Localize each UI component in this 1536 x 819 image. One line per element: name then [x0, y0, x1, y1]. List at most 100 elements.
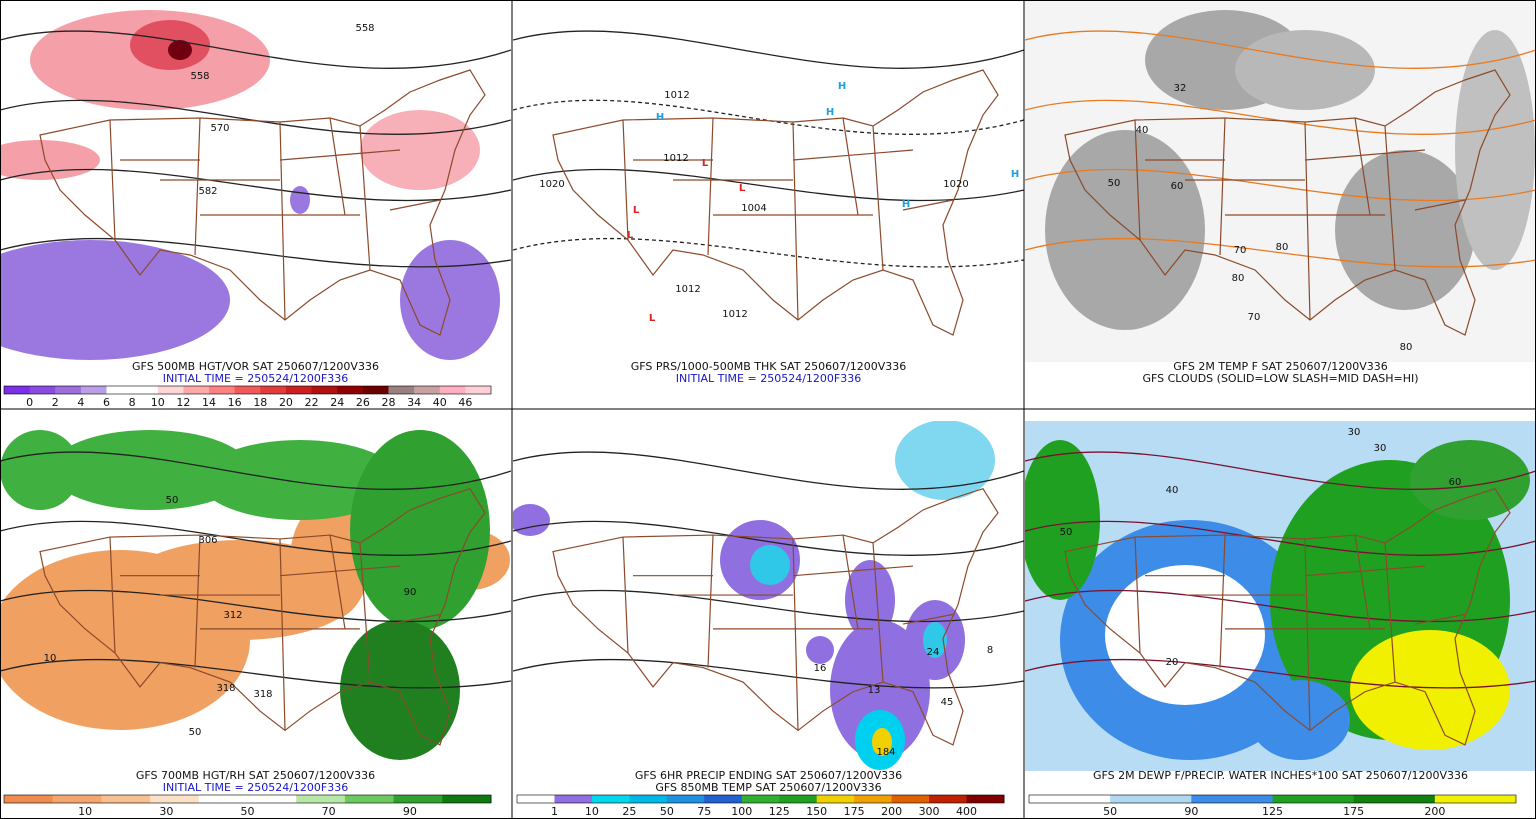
colorbar-cell — [1272, 795, 1355, 803]
contour-label: 60 — [1449, 477, 1462, 488]
panel: 32 40 50 60 70 80 80 70 80 GFS 2M TEMP F SAT 2506… — [1025, 0, 1536, 385]
contour-label: 1012 — [722, 309, 747, 320]
colorbar-cell — [337, 386, 364, 394]
contour — [513, 451, 1024, 490]
colorbar-label: 50 — [241, 805, 255, 818]
contour — [513, 30, 1024, 69]
pressure-center: L — [633, 205, 640, 216]
colorbar-cell — [816, 795, 855, 803]
pressure-center: L — [649, 313, 656, 324]
colorbar-cell — [296, 795, 346, 803]
panel: 1012 1012 1020 1004 1012 1012 1020 H H H H H L L L L L GF… — [513, 0, 1024, 385]
pressure-center: H — [1011, 169, 1019, 180]
panel: 16 24 13 45 184 8 GFS 6HR PRECIP ENDING SAT 25… — [513, 421, 1024, 818]
contour-label: 30 — [1348, 427, 1361, 438]
colorbar-cell — [854, 795, 893, 803]
panel: 306 312 318 318 10 50 90 50 GFS 700MB HGT/RH SAT… — [0, 421, 511, 818]
colorbar-label: 175 — [844, 805, 865, 818]
colorbar-cell — [1353, 795, 1436, 803]
colorbar-label: 20 — [279, 396, 293, 409]
colorbar-cell — [4, 795, 54, 803]
colorbar-cell — [132, 386, 159, 394]
caption: GFS 6HR PRECIP ENDING SAT 250607/1200V33… — [635, 769, 902, 782]
pressure-center: L — [627, 230, 634, 241]
colorbar-label: 46 — [458, 396, 472, 409]
map: 32 40 50 60 70 80 80 70 80 — [1025, 0, 1536, 362]
contour-label: 50 — [1060, 527, 1073, 538]
contour-label: 1012 — [664, 90, 689, 101]
colorbar-cell — [209, 386, 236, 394]
caption: GFS 500MB HGT/VOR SAT 250607/1200V336 — [132, 360, 379, 373]
contour-label: 80 — [1232, 273, 1245, 284]
colorbar-cell — [1029, 795, 1111, 803]
colorbar-label: 10 — [585, 805, 599, 818]
colorbar-cell — [150, 795, 200, 803]
contour-label: 318 — [253, 689, 272, 700]
field-area — [750, 545, 790, 585]
field-area — [50, 430, 250, 510]
field-area — [1250, 680, 1350, 760]
colorbar-label: 6 — [103, 396, 110, 409]
field-area — [1335, 150, 1475, 310]
caption: GFS 700MB HGT/RH SAT 250607/1200V336 — [136, 769, 375, 782]
contour-label: 318 — [216, 683, 235, 694]
field-area — [845, 560, 895, 640]
colorbar-label: 125 — [769, 805, 790, 818]
contour-label: 70 — [1234, 245, 1247, 256]
contour — [1025, 589, 1536, 623]
contour-label: 558 — [355, 23, 374, 34]
colorbar-label: 34 — [407, 396, 421, 409]
colorbar-cell — [157, 386, 184, 394]
contour — [1025, 99, 1536, 135]
colorbar-label: 0 — [26, 396, 33, 409]
contour-label: 20 — [1166, 657, 1179, 668]
colorbar-cell — [52, 795, 102, 803]
colorbar-label: 10 — [78, 805, 92, 818]
field-area — [0, 430, 80, 510]
colorbar-cell — [393, 795, 443, 803]
field-area — [1235, 30, 1375, 110]
colorbar-cell — [442, 795, 492, 803]
map: 558 558 570 582 — [0, 0, 511, 362]
colorbar-label: 70 — [322, 805, 336, 818]
map: 16 24 13 45 184 8 — [513, 421, 1024, 771]
colorbar-cell — [554, 795, 593, 803]
colorbar-cell — [260, 386, 287, 394]
field-area — [0, 240, 230, 360]
contour-label: 30 — [1374, 443, 1387, 454]
contour-label: 1004 — [741, 203, 766, 214]
field-area — [830, 620, 930, 760]
field-area — [1105, 565, 1265, 705]
caption: GFS 2M TEMP F SAT 250607/1200V336 — [1173, 360, 1388, 373]
contour-label: 60 — [1171, 181, 1184, 192]
map: 30 40 50 60 20 30 — [1025, 421, 1536, 771]
colorbar-label: 8 — [129, 396, 136, 409]
colorbar-label: 22 — [305, 396, 319, 409]
pressure-center: L — [739, 183, 746, 194]
colorbar-label: 26 — [356, 396, 370, 409]
colorbar-label: 2 — [52, 396, 59, 409]
contour-label: 10 — [44, 653, 57, 664]
colorbar-label: 300 — [919, 805, 940, 818]
contour-label: 45 — [941, 697, 954, 708]
colorbar-label: 50 — [1103, 805, 1117, 818]
colorbar-label: 150 — [806, 805, 827, 818]
colorbar-label: 12 — [176, 396, 190, 409]
field-area — [1045, 130, 1205, 330]
contour-label: 306 — [198, 535, 217, 546]
field-area — [290, 186, 310, 214]
contour — [0, 658, 511, 689]
colorbar-label: 14 — [202, 396, 216, 409]
colorbar-frame — [1028, 794, 1517, 804]
colorbar-label: 90 — [1184, 805, 1198, 818]
colorbar-label: 10 — [151, 396, 165, 409]
caption: INITIAL TIME = 250524/1200F336 — [676, 372, 861, 385]
colorbar-cell — [183, 386, 210, 394]
colorbar-cell — [517, 795, 555, 803]
colorbar-label: 125 — [1262, 805, 1283, 818]
field-area — [360, 110, 480, 190]
colorbar-cell — [285, 386, 313, 394]
caption: INITIAL TIME = 250524/1200F336 — [163, 372, 348, 385]
colorbar-label: 400 — [956, 805, 977, 818]
